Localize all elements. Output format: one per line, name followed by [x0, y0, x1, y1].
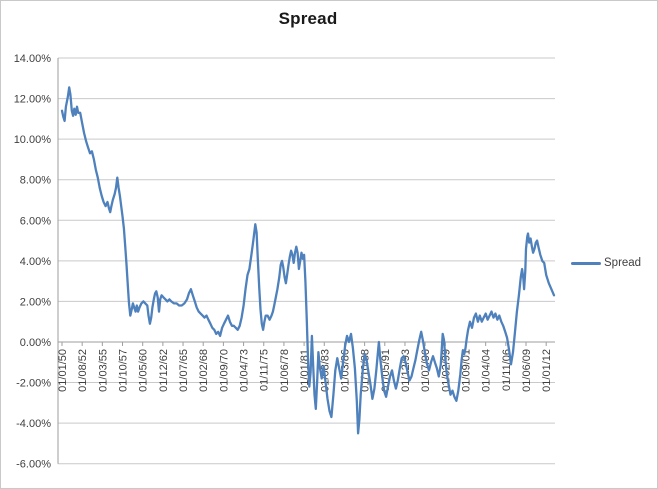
y-axis-label: 12.00% — [14, 94, 52, 106]
y-axis-label: -6.00% — [16, 459, 51, 471]
x-axis-label: 01/06/09 — [521, 349, 533, 392]
x-axis-label: 01/02/68 — [198, 349, 210, 392]
series-line-spread — [60, 86, 556, 435]
legend: Spread — [571, 257, 641, 269]
x-axis-label: 01/06/78 — [279, 349, 291, 392]
x-axis-label: 01/08/83 — [319, 349, 331, 392]
x-axis-label: 01/05/60 — [138, 349, 150, 392]
x-axis-label: 01/07/65 — [178, 349, 190, 392]
x-axis-label: 01/04/04 — [481, 349, 493, 392]
y-axis-label: 10.00% — [14, 134, 52, 146]
y-axis-label: 14.00% — [14, 53, 52, 65]
x-axis-label: 01/03/55 — [97, 349, 109, 392]
legend-label: Spread — [604, 257, 642, 269]
x-axis-label: 01/09/01 — [460, 349, 472, 392]
x-axis-label: 01/09/70 — [218, 349, 230, 392]
x-axis-label: 01/07/96 — [420, 349, 432, 392]
y-axis-label: -4.00% — [16, 418, 51, 430]
x-axis-label: 01/01/12 — [541, 349, 553, 392]
x-axis-label: 01/12/93 — [400, 349, 412, 392]
chart-title: Spread — [278, 9, 338, 28]
y-axis-label: 4.00% — [20, 256, 51, 268]
legend-line-swatch — [571, 261, 601, 265]
y-axis-label: 6.00% — [20, 215, 51, 227]
x-axis-label: 01/11/06 — [501, 349, 513, 391]
y-axis-label: 2.00% — [20, 296, 51, 308]
y-axis-label: -2.00% — [16, 378, 51, 390]
x-axis-label: 01/08/52 — [77, 349, 89, 392]
x-axis-label: 01/04/73 — [239, 349, 251, 392]
x-axis-label: 01/12/62 — [158, 349, 170, 392]
y-axis-label: 0.00% — [20, 337, 51, 349]
x-axis-label: 01/10/57 — [118, 349, 130, 392]
x-axis-label: 01/01/50 — [57, 349, 69, 392]
x-axis-label: 01/11/75 — [259, 349, 271, 391]
y-axis-label: 8.00% — [20, 175, 51, 187]
